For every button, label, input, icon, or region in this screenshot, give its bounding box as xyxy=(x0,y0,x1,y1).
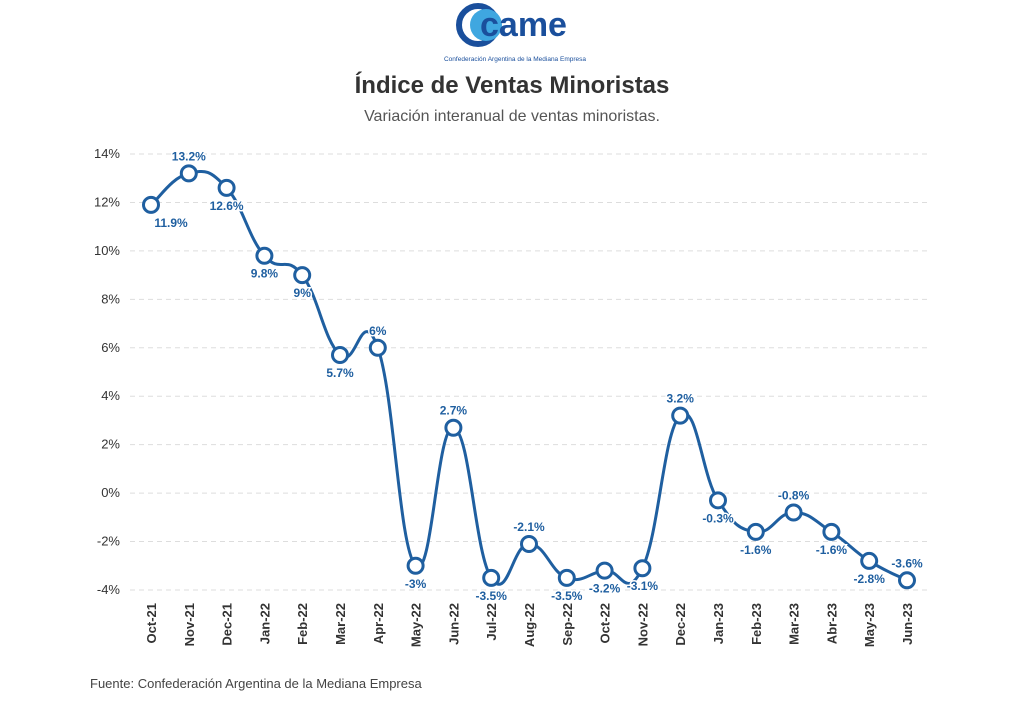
chart-title: Índice de Ventas Minoristas xyxy=(354,72,670,99)
data-point xyxy=(331,346,349,365)
data-point xyxy=(217,178,236,197)
x-tick-label: Feb-22 xyxy=(295,603,310,645)
data-point xyxy=(293,266,312,285)
logo-blue-circle xyxy=(470,9,502,41)
data-label: -1.6% xyxy=(816,543,848,557)
data-point xyxy=(557,568,576,587)
logo-caption: Confederación Argentina de la Mediana Em… xyxy=(444,56,586,63)
y-tick-label: 4% xyxy=(101,388,120,403)
data-label: 3.2% xyxy=(667,392,695,406)
data-label: 9.8% xyxy=(251,267,279,281)
data-label: 6% xyxy=(369,324,387,338)
x-tick-label: Feb-23 xyxy=(749,603,764,645)
y-tick-label: 6% xyxy=(101,340,120,355)
data-label: 11.9% xyxy=(154,216,188,230)
source-note: Fuente: Confederación Argentina de la Me… xyxy=(90,676,422,691)
data-label: -3.6% xyxy=(891,556,923,570)
data-point xyxy=(179,164,198,183)
data-point xyxy=(784,503,803,522)
x-tick-label: Aug-22 xyxy=(522,603,537,647)
data-label: 2.7% xyxy=(440,404,468,418)
data-label: -3.2% xyxy=(589,582,621,596)
data-label: -3.5% xyxy=(551,589,583,603)
logo-wordmark: came xyxy=(480,6,567,44)
x-tick-label: Mar-22 xyxy=(333,603,348,645)
data-label: 9% xyxy=(294,286,312,300)
x-tick-label: Oct-21 xyxy=(144,603,159,643)
x-tick-label: Jun-23 xyxy=(900,603,915,645)
data-labels: 11.9%13.2%12.6%9.8%9%5.7%6%-3%2.7%-3.5%-… xyxy=(153,148,925,605)
x-tick-label: Nov-22 xyxy=(635,603,650,646)
data-label: -3.1% xyxy=(627,579,659,593)
data-point xyxy=(142,195,160,214)
x-tick-label: Oct-22 xyxy=(598,603,613,643)
data-point xyxy=(444,418,463,437)
data-label: -2.1% xyxy=(513,520,545,534)
data-label: -3.5% xyxy=(476,589,508,603)
x-tick-label: Nov-21 xyxy=(182,603,197,646)
data-point xyxy=(255,246,274,265)
y-tick-label: 12% xyxy=(94,194,120,209)
data-point xyxy=(860,551,879,570)
data-label: -1.6% xyxy=(740,543,772,557)
y-tick-label: 0% xyxy=(101,485,120,500)
x-tick-label: Sep-22 xyxy=(560,603,575,646)
x-tick-label: Dec-21 xyxy=(220,603,235,646)
x-tick-label: Abr-23 xyxy=(824,603,839,644)
y-tick-label: -2% xyxy=(97,534,121,549)
x-axis-ticks: Oct-21 Nov-21 Dec-21 Jan-22 Feb-22 Mar-22 Apr-… xyxy=(144,603,915,647)
data-point xyxy=(898,571,916,590)
data-points xyxy=(142,164,916,590)
data-point xyxy=(406,556,425,575)
y-tick-label: 10% xyxy=(94,243,120,258)
data-label: -2.8% xyxy=(854,572,886,586)
data-label: -0.8% xyxy=(778,488,810,502)
x-tick-label: Jan-22 xyxy=(257,603,272,644)
data-label: 13.2% xyxy=(172,149,206,163)
x-tick-label: May-23 xyxy=(862,603,877,647)
data-point xyxy=(746,522,765,541)
data-label: -3% xyxy=(405,577,427,591)
data-point xyxy=(709,491,727,510)
x-tick-label: Mar-23 xyxy=(787,603,802,645)
chart-subtitle: Variación interanual de ventas minorista… xyxy=(364,108,660,125)
data-point xyxy=(368,338,387,357)
data-point xyxy=(595,561,614,580)
x-tick-label: Apr-22 xyxy=(371,603,386,644)
data-point xyxy=(520,534,538,553)
data-label: 12.6% xyxy=(210,199,244,213)
data-point xyxy=(482,568,501,587)
came-logo: came Confederación Argentina de la Media… xyxy=(430,0,600,66)
x-tick-label: May-22 xyxy=(409,603,424,647)
x-tick-label: Jul-22 xyxy=(484,603,499,641)
y-tick-label: 8% xyxy=(101,291,120,306)
y-tick-label: 2% xyxy=(101,437,120,452)
data-point xyxy=(671,406,690,425)
x-tick-label: Jun-22 xyxy=(446,603,461,645)
data-point xyxy=(633,559,652,578)
y-tick-label: 14% xyxy=(94,146,120,161)
data-point xyxy=(822,522,841,541)
data-label: 5.7% xyxy=(326,366,354,380)
x-tick-label: Dec-22 xyxy=(673,603,688,646)
data-label: -0.3% xyxy=(702,511,734,525)
y-tick-label: -4% xyxy=(97,582,121,597)
y-axis-ticks: 14% 12% 10% 8% 6% 4% 2% 0% -2% -4% xyxy=(94,146,120,597)
x-tick-label: Jan-23 xyxy=(711,603,726,644)
